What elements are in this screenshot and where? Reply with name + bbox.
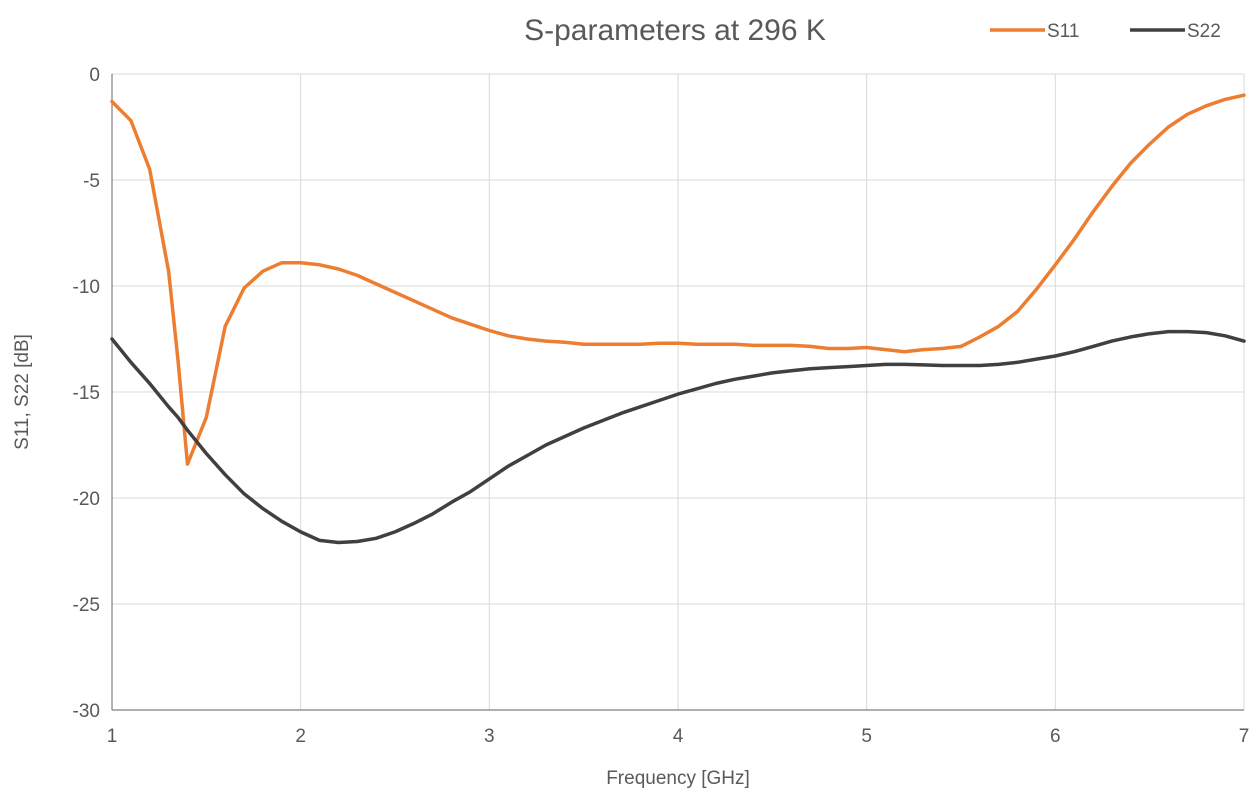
y-tick-label: -15 xyxy=(73,383,100,404)
y-tick-label: -10 xyxy=(73,277,100,298)
y-tick-label: 0 xyxy=(89,65,100,86)
x-tick-label: 3 xyxy=(484,726,495,747)
x-axis-title: Frequency [GHz] xyxy=(606,768,750,789)
x-tick-label: 4 xyxy=(673,726,684,747)
tick-labels: 1 2 3 4 5 6 7 0 -5 -10 -15 -20 -25 -30 xyxy=(73,65,1250,747)
legend-label-s22: S22 xyxy=(1187,21,1221,42)
x-tick-label: 5 xyxy=(861,726,872,747)
series-lines xyxy=(110,93,1246,545)
chart-title: S-parameters at 296 K xyxy=(524,14,826,47)
series-line-s22 xyxy=(110,329,1246,545)
legend: S11 S22 xyxy=(990,21,1221,42)
y-tick-label: -30 xyxy=(73,701,100,722)
x-tick-label: 2 xyxy=(295,726,306,747)
legend-label-s11: S11 xyxy=(1047,21,1079,42)
x-tick-label: 6 xyxy=(1050,726,1061,747)
gridlines xyxy=(112,73,1245,710)
y-tick-label: -20 xyxy=(73,489,100,510)
y-tick-label: -5 xyxy=(83,171,100,192)
x-tick-label: 1 xyxy=(107,726,118,747)
axes xyxy=(111,74,1244,711)
x-tick-label: 7 xyxy=(1239,726,1250,747)
series-line-s11 xyxy=(110,93,1246,466)
y-axis-title: S11, S22 [dB] xyxy=(12,334,33,450)
y-tick-label: -25 xyxy=(73,595,100,616)
